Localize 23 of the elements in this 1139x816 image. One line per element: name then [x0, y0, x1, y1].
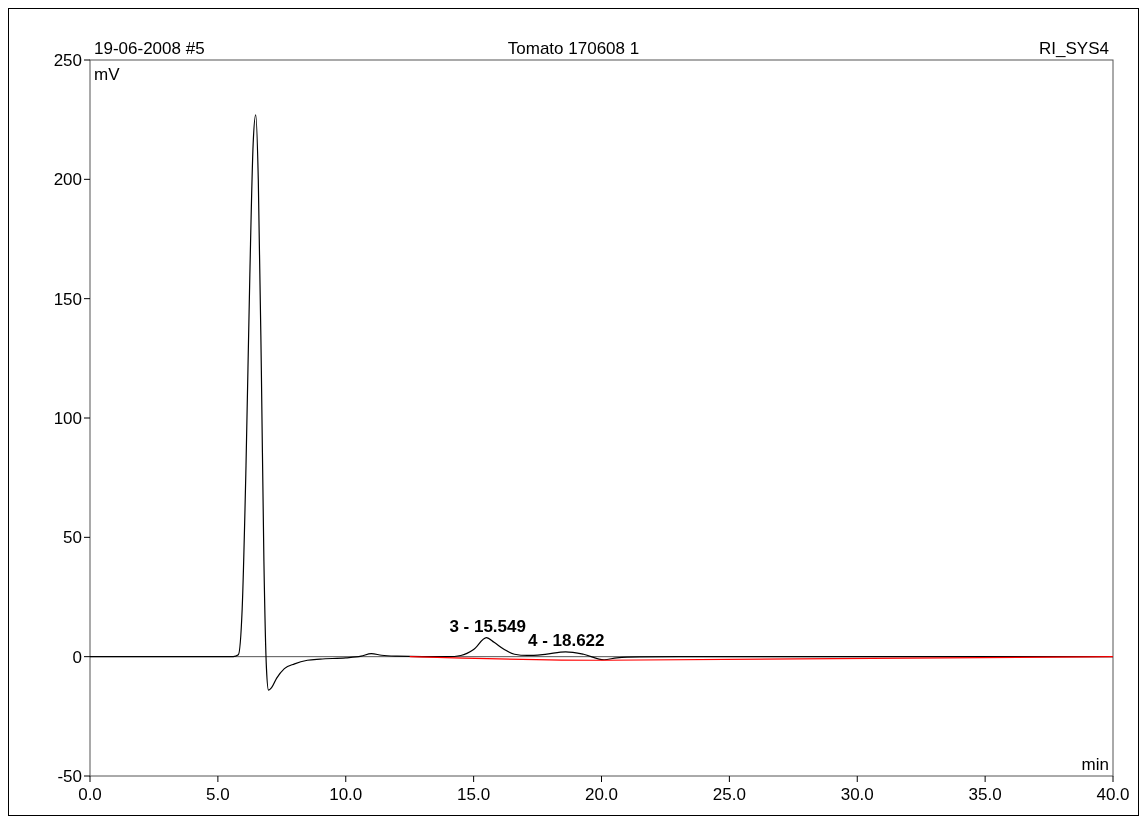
- x-tick-label: 40.0: [1096, 785, 1130, 804]
- annotation: 3 - 15.549: [449, 616, 526, 636]
- text: RI_SYS4: [1039, 39, 1109, 58]
- y-tick-label: 150: [53, 289, 82, 309]
- y-tick-label: 250: [53, 51, 82, 70]
- x-axis-title: min: [1081, 755, 1109, 774]
- text: 19-06-2008 #5: [94, 39, 205, 58]
- x-tick-label: 30.0: [840, 785, 874, 804]
- y-tick-label: 100: [53, 409, 82, 428]
- x-tick-label: 15.0: [457, 785, 491, 804]
- y-tick-label: -50: [57, 767, 82, 786]
- y-tick-label: 50: [63, 528, 82, 548]
- annotation: 4 - 18.622: [527, 630, 605, 650]
- x-tick-label: 10.0: [329, 785, 363, 804]
- x-tick-label: 0.0: [78, 785, 102, 804]
- x-tick-label: 25.0: [712, 785, 746, 804]
- x-tick-label: 35.0: [968, 785, 1002, 804]
- y-tick-label: 0: [72, 647, 82, 667]
- y-tick-label: 200: [53, 170, 82, 190]
- x-tick-label: 20.0: [584, 785, 619, 804]
- x-tick-label: 5.0: [206, 785, 230, 804]
- chart-title: Tomato 170608 1: [507, 39, 640, 58]
- y-axis-title: mV: [94, 65, 121, 84]
